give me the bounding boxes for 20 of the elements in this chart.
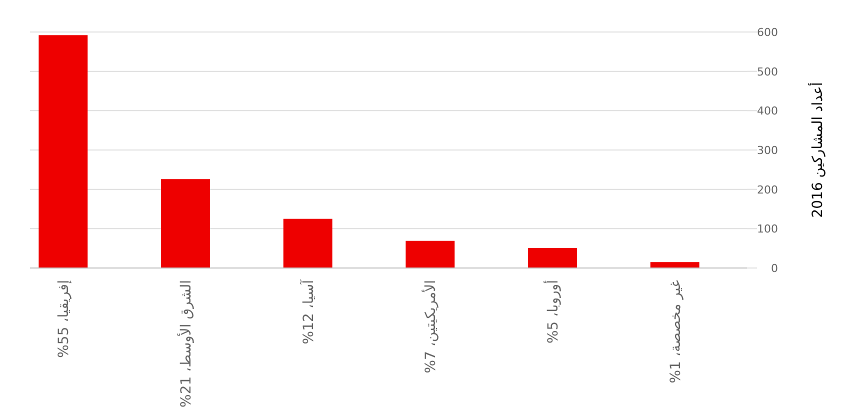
y-tick-label: 500 <box>757 65 778 78</box>
y-tick-label: 200 <box>757 183 778 196</box>
bar <box>161 179 210 268</box>
bar <box>650 262 700 268</box>
y-axis-title: أعداد المشاركين 2016 <box>808 82 826 218</box>
x-tick-label: غير مخصصة، 1% <box>668 280 684 384</box>
x-tick-label: إفريقيا، 55% <box>56 280 72 358</box>
x-tick-label: أوروبا، 5% <box>544 280 562 344</box>
y-tick-label: 300 <box>757 144 778 157</box>
y-tick-label: 400 <box>757 104 778 118</box>
x-tick-label: الشرق الأوسط، 21% <box>176 280 194 408</box>
bar <box>406 240 455 268</box>
y-tick-label: 100 <box>757 222 778 236</box>
x-tick-label: آسيا، 12% <box>298 278 317 344</box>
bar <box>283 218 332 268</box>
x-tick-label: الأمريكيتين، 7% <box>421 280 440 374</box>
bar <box>528 248 577 268</box>
y-tick-label: 0 <box>771 262 778 275</box>
bar <box>38 35 88 268</box>
y-tick-label: 600 <box>757 26 778 39</box>
